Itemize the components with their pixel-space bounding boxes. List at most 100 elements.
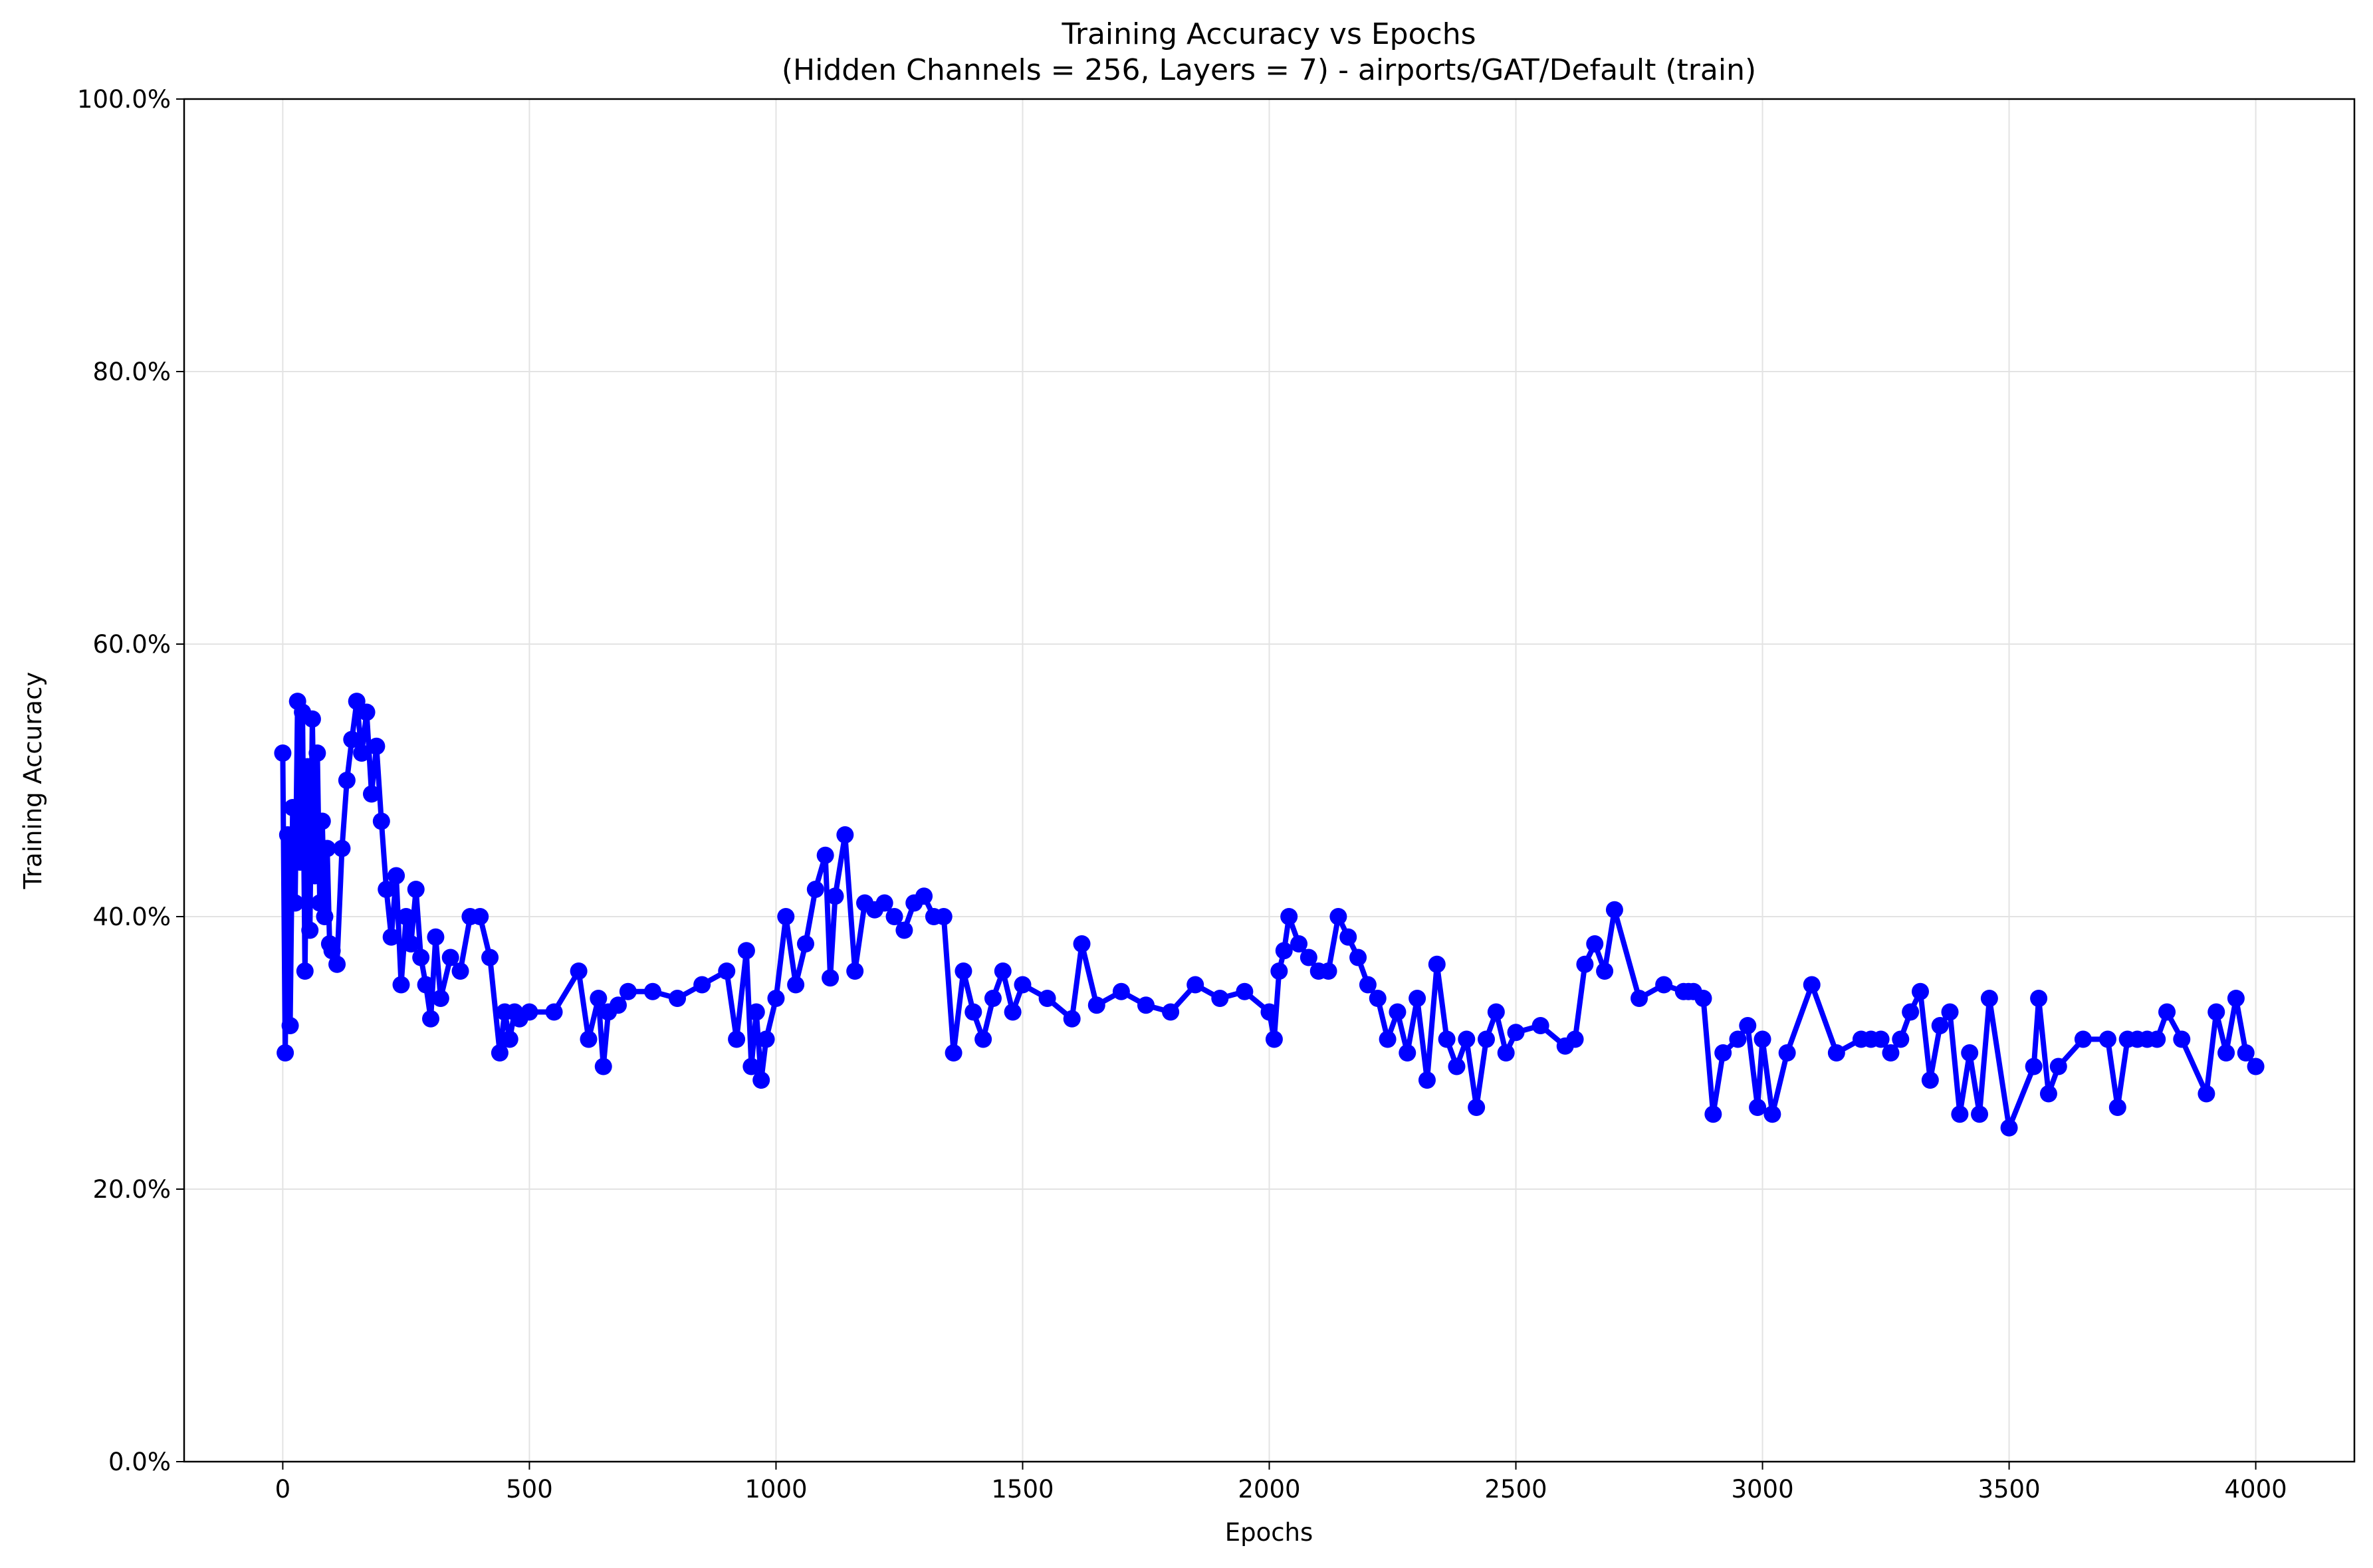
data-point [281,1017,299,1034]
x-tick-label: 3500 [1978,1475,2040,1504]
data-point [1931,1017,1949,1034]
data-point [836,826,854,843]
data-point [1576,955,1594,973]
data-point [594,1058,612,1075]
data-point [757,1030,775,1048]
data-point [1369,990,1387,1007]
data-point [431,990,449,1007]
data-point [752,1071,770,1089]
data-point [777,908,795,925]
data-point [2158,1003,2176,1021]
data-point [1586,935,1604,952]
data-point [1912,982,1929,1000]
y-tick-label: 100.0% [77,85,171,114]
data-point [1892,1030,1910,1048]
data-point [274,744,292,762]
x-tick-label: 4000 [2225,1475,2287,1504]
data-point [1379,1030,1397,1048]
data-point [1359,976,1377,994]
data-point [669,990,687,1007]
data-point [338,772,356,789]
data-point [308,744,326,762]
data-point [1753,1030,1771,1048]
y-tick-label: 0.0% [108,1448,171,1476]
data-point [520,1003,538,1021]
data-point [301,921,319,939]
data-point [1409,990,1426,1007]
data-point [2227,990,2245,1007]
data-point [481,949,499,966]
data-point [1428,955,1446,973]
data-point [1260,1003,1278,1021]
data-point [323,942,341,960]
data-point [422,1010,440,1028]
data-point [1941,1003,1959,1021]
x-axis-ticks: 0 500 1000 1500 2000 2500 3000 3500 4000 [275,1462,2287,1504]
data-point [1714,1044,1732,1062]
data-point [718,962,736,980]
data-point [1300,949,1317,966]
data-point [378,881,396,898]
data-point [964,1003,982,1021]
data-point [412,949,430,966]
data-point [1448,1058,1466,1075]
x-tick-label: 2500 [1484,1475,1547,1504]
data-point [372,812,390,830]
data-point [451,962,469,980]
data-point [895,921,913,939]
data-point [368,737,386,755]
data-point [984,990,1002,1007]
data-point [728,1030,746,1048]
data-point [1458,1030,1476,1048]
data-point [1605,901,1623,919]
data-point [291,853,309,871]
data-point [1290,935,1308,952]
data-point [1468,1099,1486,1116]
data-point [737,942,755,960]
data-point [1882,1044,1900,1062]
data-point [303,710,321,728]
data-point [311,894,329,912]
data-point [407,881,425,898]
data-point [2108,1099,2126,1116]
x-tick-label: 1500 [991,1475,1054,1504]
data-point [1073,935,1091,952]
data-point [417,976,435,994]
x-tick-label: 2000 [1238,1475,1300,1504]
x-tick-label: 3000 [1731,1475,1793,1504]
data-point [382,928,400,946]
data-point [333,840,351,857]
data-point [316,908,334,925]
data-point [619,982,637,1000]
data-point [590,990,608,1007]
data-point [1729,1030,1747,1048]
data-point [1951,1105,1969,1123]
data-point [610,996,627,1014]
data-point [875,894,893,912]
data-point [2039,1085,2057,1103]
data-point [491,1044,508,1062]
data-point [945,1044,962,1062]
data-point [343,730,361,748]
data-point [298,758,316,776]
data-point [1186,976,1204,994]
y-axis-label: Training Accuracy [19,672,47,890]
data-point [388,867,405,885]
data-point [1566,1030,1584,1048]
data-point [286,894,304,912]
data-point [441,949,459,966]
data-point [1162,1003,1180,1021]
data-point [742,1058,760,1075]
data-point [1763,1105,1781,1123]
data-point [2207,1003,2225,1021]
data-point [1631,990,1648,1007]
data-point [1438,1030,1456,1048]
data-point [1961,1044,1979,1062]
data-point [318,840,336,857]
data-point [397,908,415,925]
data-point [2025,1058,2043,1075]
data-point [1872,1030,1890,1048]
data-point [816,846,834,864]
data-point [974,1030,992,1048]
